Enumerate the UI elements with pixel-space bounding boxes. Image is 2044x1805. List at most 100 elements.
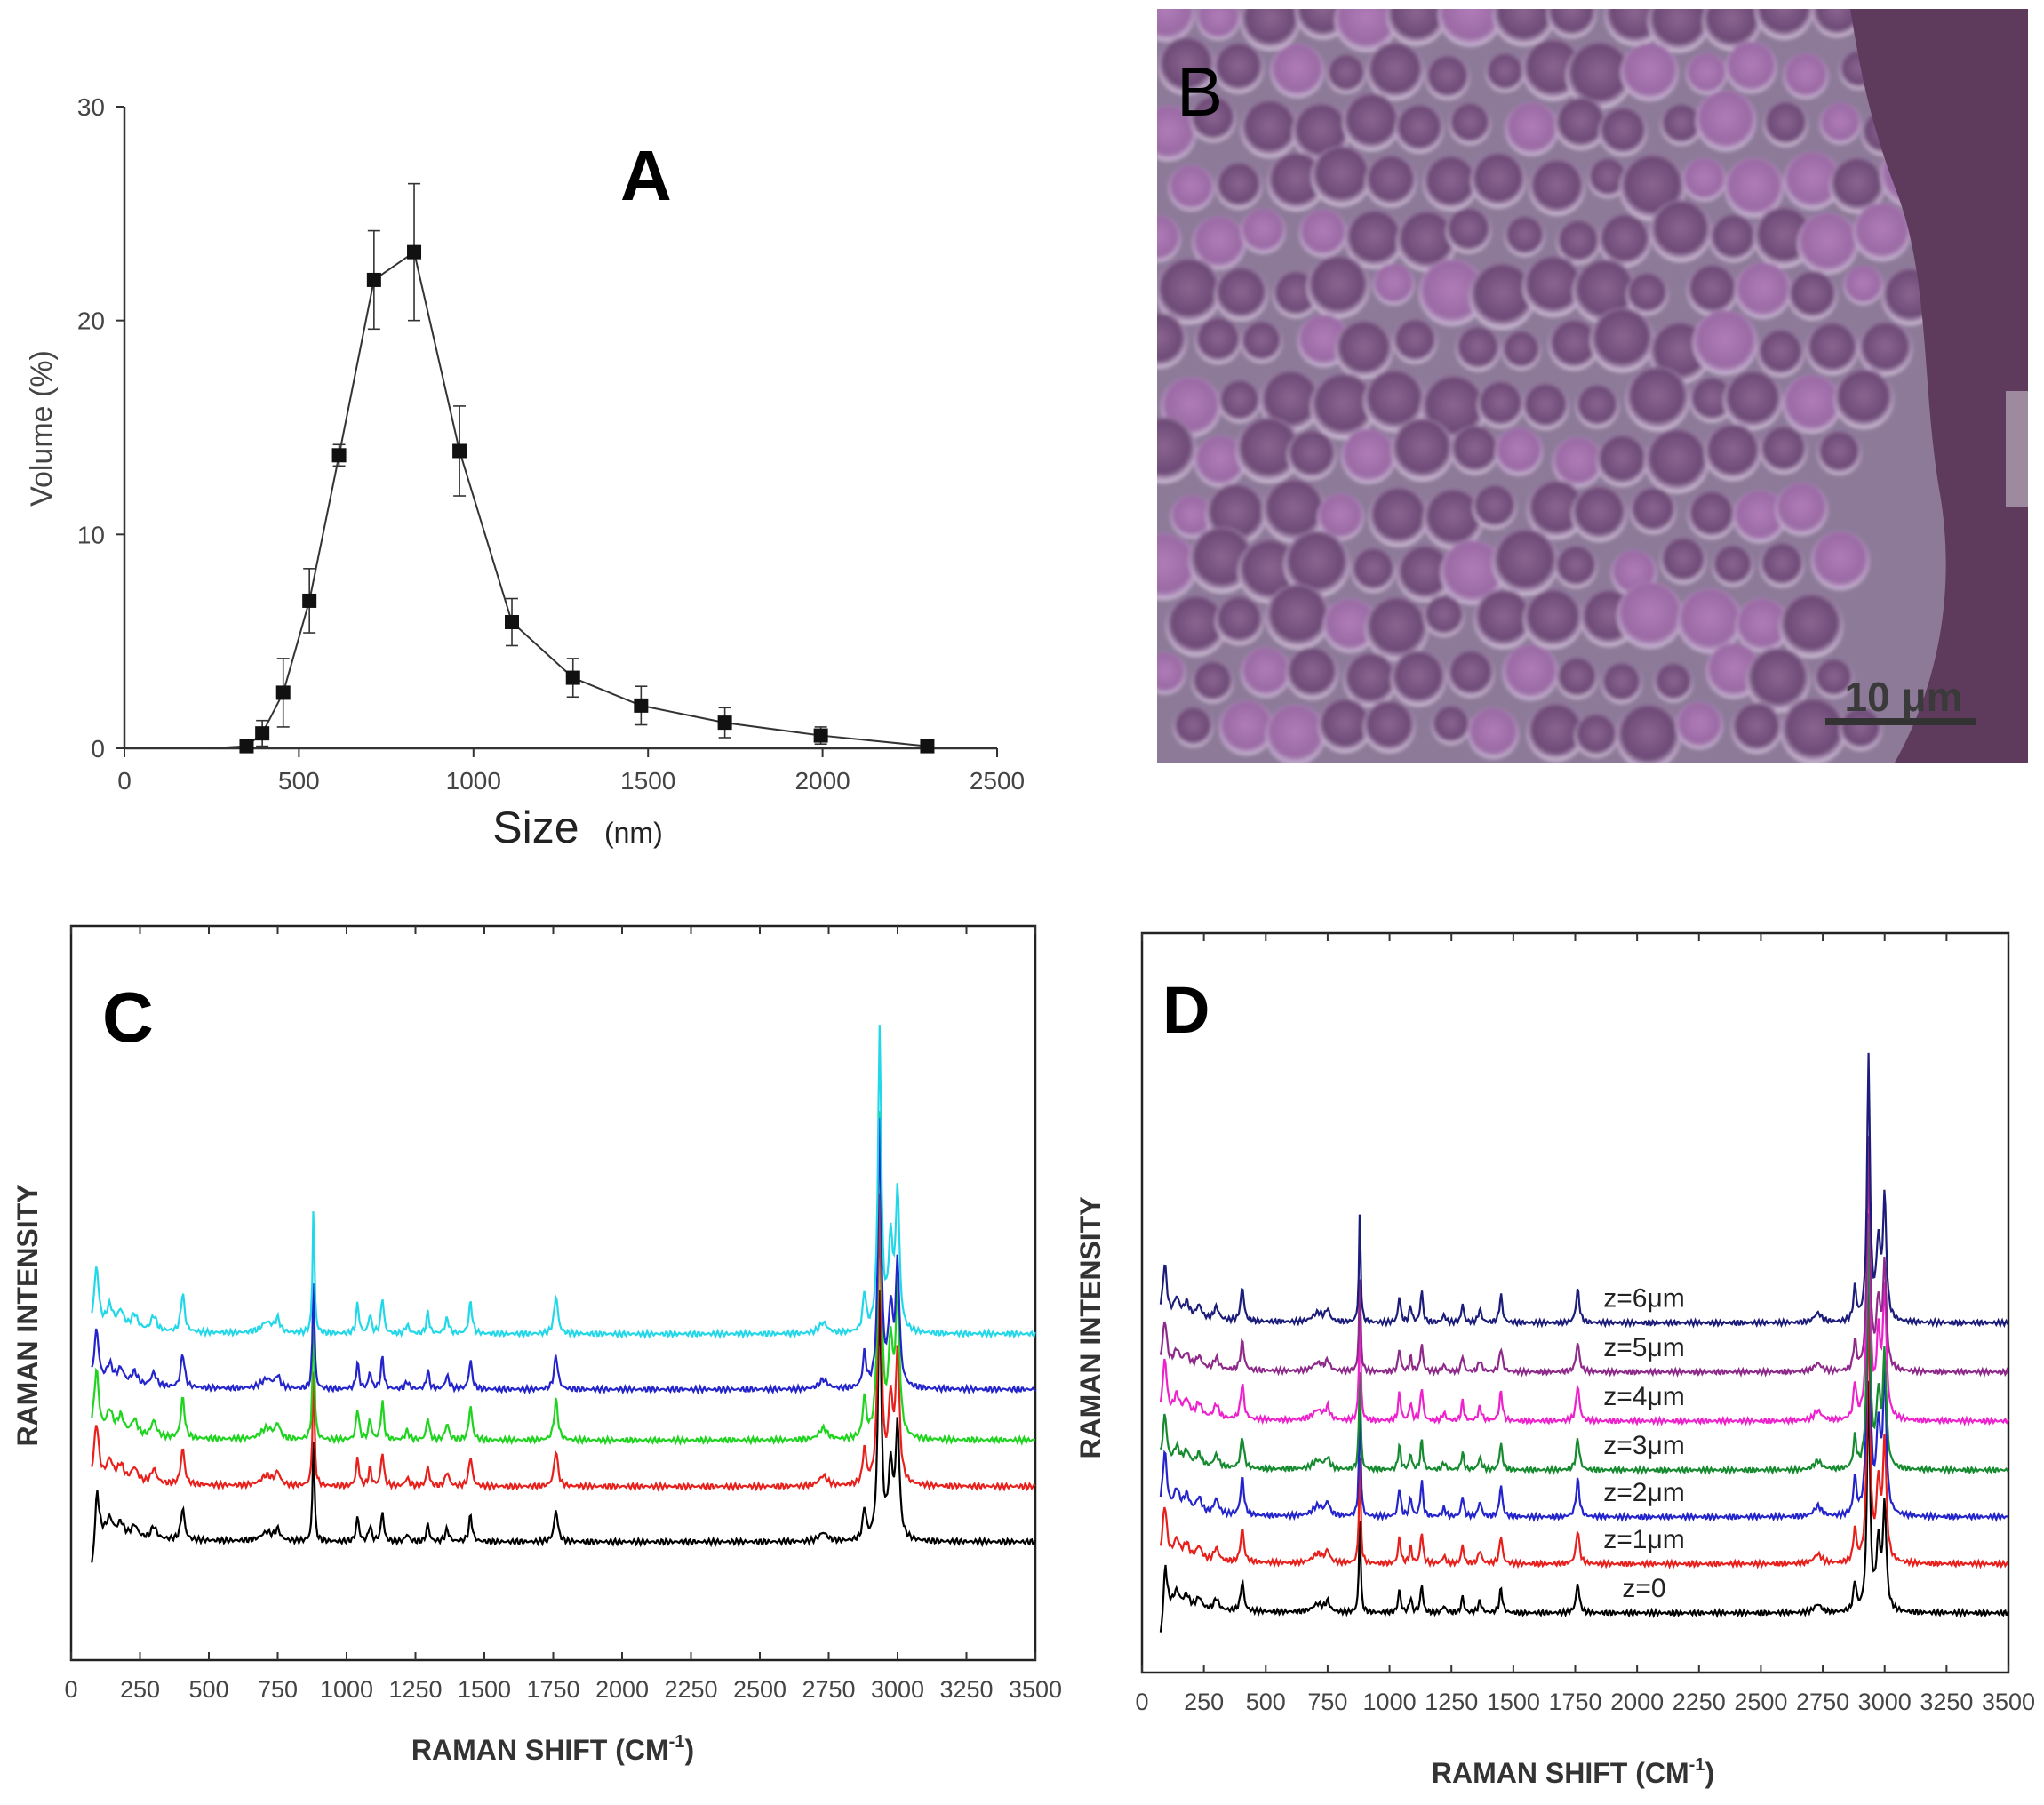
panel-c-x-tick-label: 1750 — [526, 1676, 579, 1703]
panel-c-x-tick-label: 1250 — [388, 1676, 442, 1703]
panel-b-cell — [1240, 0, 1301, 52]
panel-b-cell — [1702, 0, 1761, 51]
panel-a-data-point — [275, 685, 291, 700]
panel-a-data-point — [565, 670, 580, 685]
panel-d-series-line — [1159, 1052, 2009, 1329]
panel-a-error-bars — [256, 182, 934, 749]
panel-a-x-ticks: 0 500 1000 1500 2000 2500 — [117, 748, 1025, 795]
panel-b-cell — [1574, 714, 1618, 758]
panel-c-ticks: 0 250 500 750 1000 1250 1500 1750 2000 2250 2500 27… — [64, 926, 1062, 1703]
panel-b-cell — [1556, 220, 1601, 265]
panel-b-cell — [1812, 0, 1863, 38]
panel-b-cell — [1261, 478, 1327, 543]
panel-b-cell — [1692, 309, 1758, 376]
panel-a-markers — [239, 244, 935, 754]
panel-b-cell — [1783, 151, 1842, 211]
panel-c-series-line — [91, 1111, 1035, 1446]
panel-b-cell — [1572, 259, 1638, 324]
panel-b-cell — [1589, 307, 1655, 373]
panel-b-cell — [1455, 325, 1501, 371]
panel-b-cell — [1191, 660, 1234, 704]
panel-b-cell — [1858, 321, 1913, 376]
panel-d-x-tick-label: 250 — [1184, 1689, 1224, 1715]
panel-b-cell — [1447, 650, 1495, 699]
panel-b-cell — [1843, 265, 1884, 306]
panel-b-cell — [1326, 53, 1367, 94]
panel-b-cell — [1316, 493, 1365, 541]
panel-b-cell — [1334, 0, 1399, 52]
panel-a-data-point — [239, 739, 254, 754]
panel-d-series-label: z=6μm — [1603, 1284, 1684, 1314]
panel-b-cell — [1418, 259, 1486, 327]
panel-b-cell — [1212, 42, 1265, 94]
panel-b-cell — [1298, 209, 1347, 258]
panel-b-cell — [1601, 662, 1642, 704]
panel-d-series — [1159, 1052, 2009, 1633]
panel-b-cell — [1391, 418, 1454, 482]
panel-b-cell — [1390, 650, 1447, 707]
panel-b-cell — [1311, 145, 1372, 207]
panel-d-x-tick-label: 2000 — [1610, 1689, 1664, 1715]
panel-b-micrograph: B 10 μm — [1130, 0, 2028, 770]
panel-b-cell — [1310, 372, 1377, 440]
panel-b-cell — [1570, 485, 1628, 542]
panel-d-x-tick-label: 2250 — [1673, 1689, 1726, 1715]
panel-b-cell — [1266, 152, 1326, 212]
panel-d-x-tick-label: 3500 — [1982, 1689, 2035, 1715]
panel-b-cell — [1660, 103, 1703, 146]
panel-b-cell — [1625, 366, 1690, 432]
panel-b-cell — [1617, 581, 1684, 649]
panel-c-letter: C — [102, 978, 154, 1057]
panel-b-cell — [1778, 593, 1844, 659]
panel-b-cell — [1334, 320, 1393, 379]
panel-b-cell — [1833, 369, 1895, 429]
panel-b-cell — [1522, 255, 1585, 317]
panel-a-data-point — [813, 728, 828, 743]
panel-c-x-tick-label: 3250 — [939, 1676, 993, 1703]
panel-d-y-label: RAMAN INTENSITY — [1074, 1196, 1106, 1458]
panel-a-x-tick-label: 2500 — [970, 767, 1025, 795]
panel-b-cell — [1194, 316, 1242, 364]
panel-b-cell — [1762, 101, 1808, 148]
panel-b-cell — [1687, 491, 1737, 539]
panel-c-series-line — [91, 1290, 1036, 1563]
panel-d-series-line — [1159, 1219, 2009, 1476]
panel-b-cell — [1810, 531, 1870, 590]
panel-a-letter: A — [620, 136, 672, 215]
panel-b-cell — [1157, 36, 1216, 95]
panel-b-cell — [1565, 41, 1633, 109]
panel-d-x-tick-label: 1750 — [1548, 1689, 1601, 1715]
panel-b-cell — [1546, 0, 1597, 39]
panel-d-series-line — [1159, 1135, 2009, 1427]
panel-c-x-tick-label: 2250 — [664, 1676, 717, 1703]
panel-b-cell — [1259, 370, 1321, 433]
panel-a-series-line — [124, 250, 928, 749]
panel-a-x-label-unit: (nm) — [604, 817, 663, 849]
panel-b-cell — [1317, 698, 1372, 754]
panel-b-cell — [1214, 595, 1265, 645]
panel-b-cell — [1575, 384, 1619, 428]
panel-b-cell — [1467, 707, 1520, 760]
panel-a-x-tick-label: 0 — [117, 767, 132, 795]
panel-b-cell — [1780, 698, 1847, 764]
panel-a-data-point — [407, 244, 422, 260]
panel-b-letter: B — [1177, 52, 1223, 131]
panel-d-x-label-main: RAMAN SHIFT (CM — [1432, 1757, 1689, 1789]
panel-c-x-tick-label: 3000 — [871, 1676, 924, 1703]
panel-b-cell — [1218, 379, 1262, 423]
panel-b-cell — [1735, 598, 1790, 653]
panel-b-cell — [1285, 646, 1339, 700]
panel-a-data-point — [331, 448, 347, 463]
panel-b-cell — [1165, 595, 1227, 657]
panel-b-cell — [1196, 0, 1241, 41]
panel-b-cell — [1345, 209, 1404, 269]
panel-b-cell — [1695, 90, 1757, 152]
panel-b-cell — [1342, 92, 1401, 152]
panel-c-series-line — [91, 1025, 1036, 1340]
panel-b-cell — [1423, 595, 1465, 637]
panel-a-y-tick-label: 30 — [77, 93, 105, 121]
panel-b-cell — [1172, 707, 1214, 747]
panel-b-cell — [1685, 52, 1728, 95]
panel-b-cell — [1681, 157, 1727, 202]
panel-b-cell — [1240, 321, 1283, 363]
